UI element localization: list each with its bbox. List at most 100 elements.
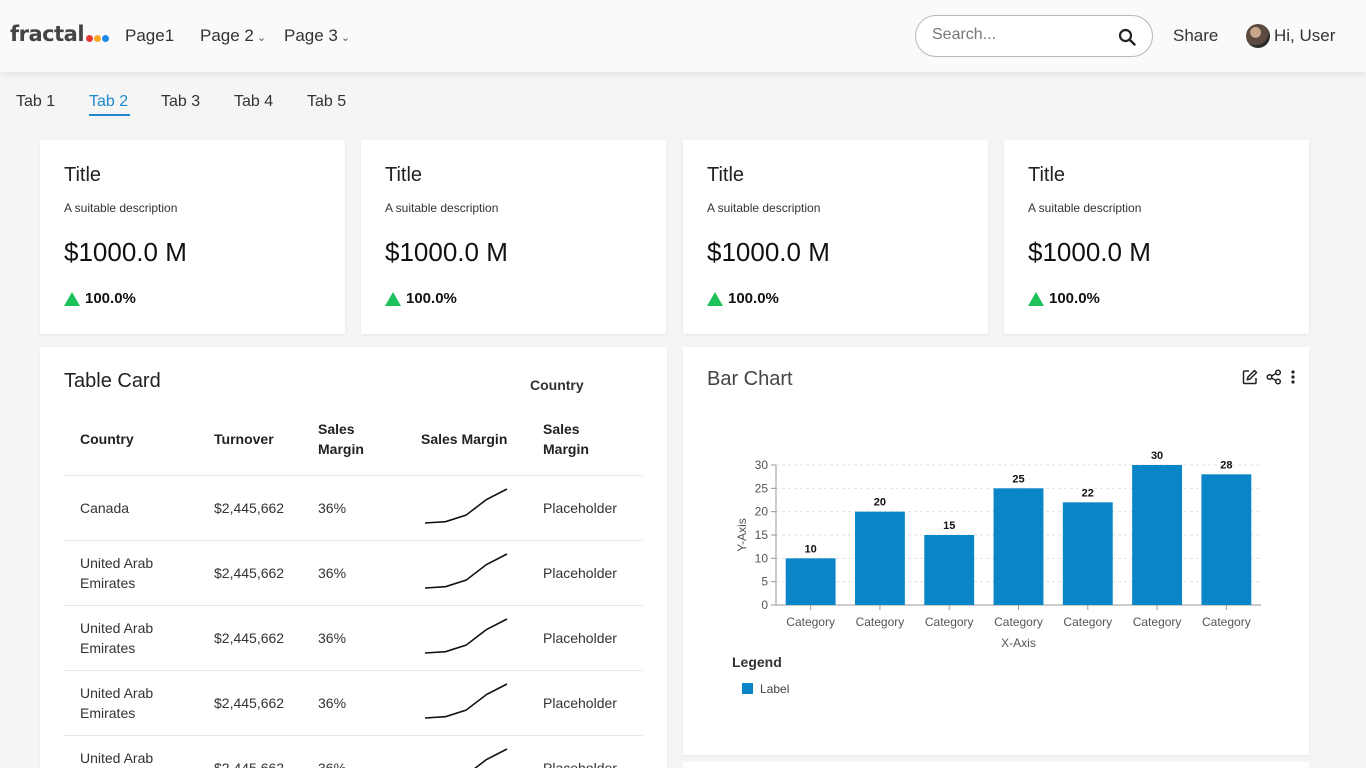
cell-placeholder: Placeholder	[543, 499, 617, 516]
bar	[854, 511, 905, 605]
nav-page1[interactable]: Page1	[125, 26, 174, 46]
kpi-change-value: 100.0%	[85, 290, 136, 307]
user-menu[interactable]: Hi, User	[1246, 24, 1335, 48]
bar-chart-card: Bar Chart 0 5 10 15 20 25 30 10 Category 20 Catego…	[683, 347, 1309, 755]
bar-value-label: 15	[943, 520, 955, 532]
kpi-value: $1000.0 M	[1028, 237, 1151, 267]
tab-4[interactable]: Tab 4	[234, 93, 274, 110]
sparkline-line	[424, 552, 508, 589]
sparkline	[424, 617, 508, 654]
kpi-card: Title A suitable description $1000.0 M 1…	[40, 140, 345, 334]
y-tick-label: 15	[755, 528, 769, 542]
chevron-down-icon: ⌄	[340, 32, 351, 44]
tab-2[interactable]: Tab 2	[89, 93, 129, 110]
table-card-title: Table Card	[64, 370, 161, 392]
bar-value-label: 25	[1012, 473, 1024, 485]
logo-dot-blue	[102, 34, 110, 42]
cell-country: United Arab Emirates	[80, 749, 154, 766]
kpi-value: $1000.0 M	[64, 237, 187, 267]
nav-page3-label: Page 3	[284, 26, 338, 45]
bar-value-label: 20	[874, 497, 886, 509]
sparkline-line	[424, 487, 508, 524]
up-arrow-icon	[64, 291, 80, 306]
kpi-change: 100.0%	[385, 290, 457, 307]
nav-page1-label: Page1	[125, 26, 175, 45]
bar	[1062, 502, 1113, 605]
edit-icon[interactable]	[1242, 369, 1258, 385]
kpi-change-value: 100.0%	[728, 290, 779, 307]
kpi-title: Title	[707, 164, 745, 186]
kpi-card: Title A suitable description $1000.0 M 1…	[1004, 140, 1309, 334]
column-group-header: Country	[530, 377, 584, 393]
cell-placeholder: Placeholder	[543, 694, 617, 711]
kpi-change-value: 100.0%	[406, 290, 457, 307]
column-header-turnover[interactable]: Turnover	[214, 431, 274, 447]
app-logo[interactable]: fractal	[10, 22, 110, 46]
cell-turnover: $2,445,662	[214, 694, 285, 711]
cell-margin: 36%	[318, 564, 347, 581]
bar	[924, 535, 975, 605]
row-divider	[64, 540, 643, 541]
bar-value-label: 22	[1082, 487, 1094, 499]
x-tick-label: Category	[786, 615, 835, 629]
legend-title: Legend	[732, 654, 782, 670]
y-tick-label: 5	[761, 575, 768, 589]
top-header: fractal Page1 Page 2⌄ Page 3⌄ Share Hi, …	[0, 0, 1366, 72]
search-input[interactable]	[932, 26, 1112, 44]
sparkline-line	[424, 682, 508, 719]
user-greeting: Hi, User	[1274, 26, 1336, 45]
column-header-country[interactable]: Country	[80, 431, 134, 447]
search-box	[915, 15, 1153, 57]
bar-value-label: 30	[1151, 450, 1163, 462]
x-axis-label: X-Axis	[1001, 636, 1036, 650]
table-card: Table Card Country Country Turnover Sale…	[40, 347, 667, 768]
kpi-title: Title	[385, 164, 423, 186]
tab-1[interactable]: Tab 1	[16, 93, 56, 110]
kpi-change: 100.0%	[1028, 290, 1100, 307]
y-tick-label: 20	[755, 505, 769, 519]
legend-swatch	[742, 683, 753, 694]
cell-country: United Arab Emirates	[80, 619, 154, 656]
cell-turnover: $2,445,662	[214, 759, 285, 768]
x-tick-label: Category	[856, 615, 905, 629]
bar-value-label: 28	[1220, 459, 1232, 471]
x-tick-label: Category	[1063, 615, 1112, 629]
cell-turnover: $2,445,662	[214, 629, 285, 646]
sparkline	[473, 747, 508, 768]
x-tick-label: Category	[994, 615, 1043, 629]
more-vertical-icon[interactable]	[1290, 369, 1296, 385]
share-icon[interactable]	[1266, 369, 1282, 385]
cell-margin: 36%	[318, 759, 347, 768]
sparkline-line	[424, 617, 508, 654]
kpi-change-value: 100.0%	[1049, 290, 1100, 307]
kpi-change: 100.0%	[707, 290, 779, 307]
sparkline-line	[473, 747, 508, 768]
bar-value-label: 10	[805, 543, 817, 555]
chevron-down-icon: ⌄	[256, 32, 267, 44]
x-tick-label: Category	[925, 615, 974, 629]
up-arrow-icon	[1028, 291, 1044, 306]
bar	[1201, 474, 1252, 605]
bar-chart-plot: 0 5 10 15 20 25 30 10 Category 20 Category 15 Catego…	[732, 450, 1261, 696]
nav-page2[interactable]: Page 2 ⌄	[200, 26, 266, 46]
nav-page2-label: Page 2	[200, 26, 254, 45]
logo-dot-red	[86, 34, 94, 42]
kpi-description: A suitable description	[1028, 201, 1142, 215]
search-icon[interactable]	[1118, 28, 1136, 46]
cell-margin: 36%	[318, 694, 347, 711]
column-header-sales-margin-extra[interactable]: Sales Margin	[543, 421, 589, 457]
column-header-sales-margin-trend[interactable]: Sales Margin	[421, 431, 508, 447]
nav-page3[interactable]: Page 3 ⌄	[284, 26, 350, 46]
avatar	[1246, 24, 1270, 48]
tab-3[interactable]: Tab 3	[161, 93, 201, 110]
cell-country: Canada	[80, 499, 130, 516]
column-header-sales-margin[interactable]: Sales Margin	[318, 421, 364, 457]
logo-dots	[85, 34, 110, 42]
active-tab-indicator	[89, 114, 130, 116]
sparkline	[424, 487, 508, 524]
tab-5[interactable]: Tab 5	[307, 93, 347, 110]
up-arrow-icon	[385, 291, 401, 306]
kpi-description: A suitable description	[707, 201, 821, 215]
share-button[interactable]: Share	[1173, 26, 1219, 45]
kpi-card: Title A suitable description $1000.0 M 1…	[361, 140, 666, 334]
